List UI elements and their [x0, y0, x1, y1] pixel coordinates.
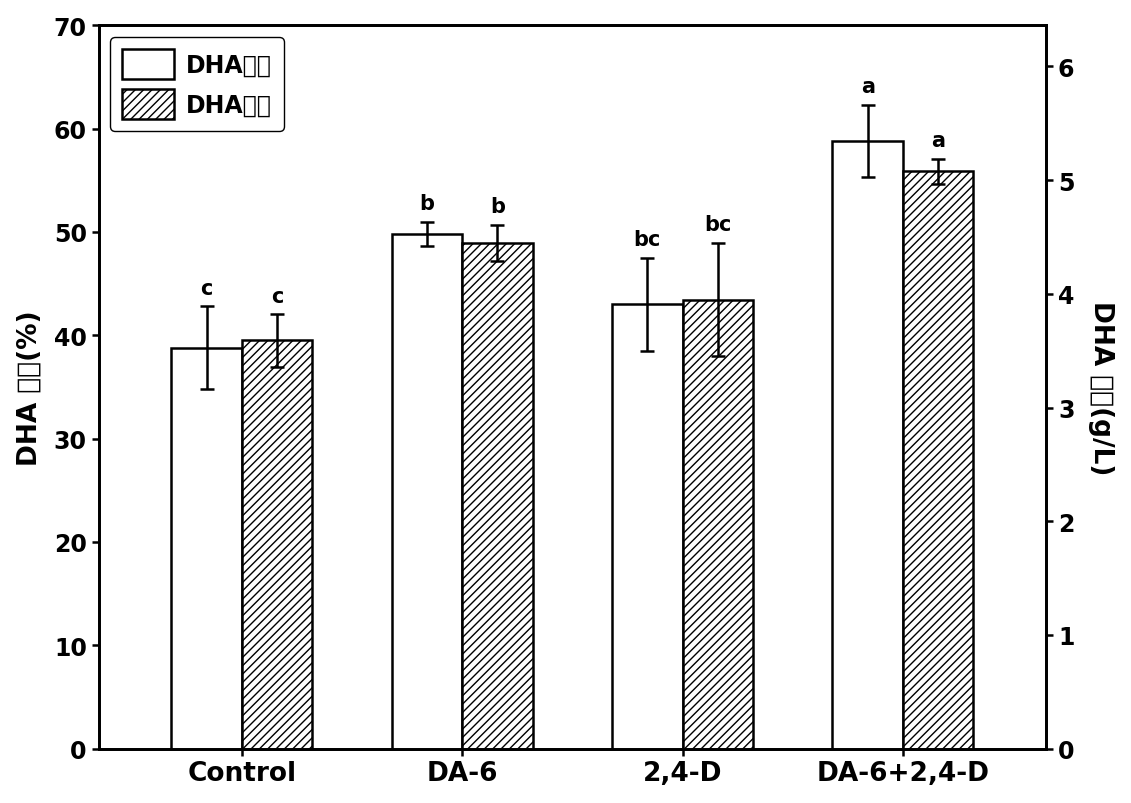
Text: a: a [931, 131, 946, 151]
Text: b: b [420, 194, 434, 214]
Text: c: c [200, 279, 213, 299]
Text: c: c [271, 287, 283, 307]
Text: bc: bc [633, 230, 661, 250]
Text: bc: bc [705, 215, 732, 235]
Legend: DHA含量, DHA产量: DHA含量, DHA产量 [111, 38, 284, 132]
Y-axis label: DHA 产量(g/L): DHA 产量(g/L) [1088, 300, 1114, 475]
Bar [171, 349, 242, 748]
Bar [391, 234, 463, 748]
Bar [903, 172, 974, 748]
Bar [612, 305, 682, 748]
Text: a: a [861, 77, 874, 97]
Text: b: b [490, 197, 504, 217]
Bar [832, 141, 903, 748]
Bar [682, 300, 753, 748]
Y-axis label: DHA 含量(%): DHA 含量(%) [17, 310, 43, 465]
Bar [242, 341, 312, 748]
Bar [463, 243, 533, 748]
